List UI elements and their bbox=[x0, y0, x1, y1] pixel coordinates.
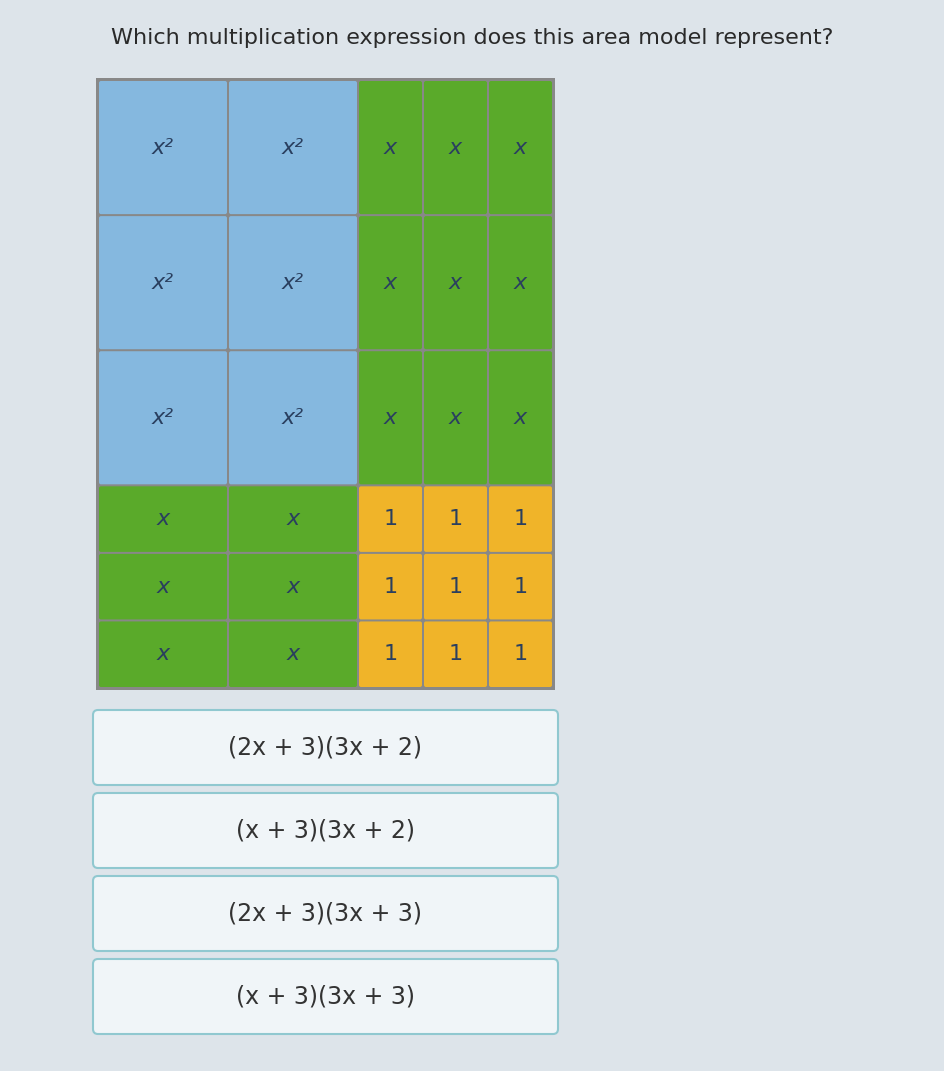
Text: x: x bbox=[384, 137, 397, 157]
FancyBboxPatch shape bbox=[359, 216, 422, 349]
Text: x: x bbox=[286, 509, 299, 529]
Text: x: x bbox=[384, 273, 397, 292]
Text: x²: x² bbox=[282, 273, 304, 292]
Text: Which multiplication expression does this area model represent?: Which multiplication expression does thi… bbox=[110, 28, 834, 48]
FancyBboxPatch shape bbox=[229, 81, 357, 214]
FancyBboxPatch shape bbox=[359, 486, 422, 552]
Text: (2x + 3)(3x + 3): (2x + 3)(3x + 3) bbox=[228, 902, 423, 925]
Text: x: x bbox=[449, 273, 462, 292]
Text: x: x bbox=[384, 408, 397, 427]
FancyBboxPatch shape bbox=[99, 216, 227, 349]
FancyBboxPatch shape bbox=[229, 486, 357, 552]
FancyBboxPatch shape bbox=[359, 351, 422, 484]
Text: x: x bbox=[157, 509, 170, 529]
Text: 1: 1 bbox=[514, 645, 528, 664]
FancyBboxPatch shape bbox=[229, 554, 357, 619]
Text: x: x bbox=[286, 576, 299, 597]
FancyBboxPatch shape bbox=[99, 554, 227, 619]
FancyBboxPatch shape bbox=[359, 621, 422, 687]
Text: x²: x² bbox=[152, 137, 174, 157]
FancyBboxPatch shape bbox=[424, 486, 487, 552]
FancyBboxPatch shape bbox=[229, 621, 357, 687]
FancyBboxPatch shape bbox=[489, 216, 552, 349]
Text: x: x bbox=[157, 645, 170, 664]
FancyBboxPatch shape bbox=[424, 351, 487, 484]
Text: 1: 1 bbox=[383, 645, 397, 664]
Text: 1: 1 bbox=[383, 576, 397, 597]
Text: 1: 1 bbox=[514, 509, 528, 529]
FancyBboxPatch shape bbox=[489, 351, 552, 484]
FancyBboxPatch shape bbox=[93, 959, 558, 1034]
Text: 1: 1 bbox=[514, 576, 528, 597]
Text: x: x bbox=[286, 645, 299, 664]
FancyBboxPatch shape bbox=[489, 81, 552, 214]
Text: 1: 1 bbox=[448, 576, 463, 597]
Text: (x + 3)(3x + 2): (x + 3)(3x + 2) bbox=[236, 818, 415, 843]
Text: (2x + 3)(3x + 2): (2x + 3)(3x + 2) bbox=[228, 736, 423, 759]
FancyBboxPatch shape bbox=[93, 793, 558, 868]
FancyBboxPatch shape bbox=[99, 351, 227, 484]
Text: x: x bbox=[157, 576, 170, 597]
FancyBboxPatch shape bbox=[359, 81, 422, 214]
Text: x²: x² bbox=[152, 273, 174, 292]
FancyBboxPatch shape bbox=[99, 621, 227, 687]
Text: (x + 3)(3x + 3): (x + 3)(3x + 3) bbox=[236, 984, 415, 1009]
FancyBboxPatch shape bbox=[229, 351, 357, 484]
Text: x: x bbox=[514, 408, 527, 427]
Text: 1: 1 bbox=[448, 645, 463, 664]
Text: x: x bbox=[449, 408, 462, 427]
FancyBboxPatch shape bbox=[489, 486, 552, 552]
Text: x: x bbox=[514, 137, 527, 157]
FancyBboxPatch shape bbox=[359, 554, 422, 619]
FancyBboxPatch shape bbox=[99, 486, 227, 552]
FancyBboxPatch shape bbox=[229, 216, 357, 349]
Bar bbox=[96, 78, 555, 690]
FancyBboxPatch shape bbox=[424, 216, 487, 349]
Text: x²: x² bbox=[282, 137, 304, 157]
FancyBboxPatch shape bbox=[93, 876, 558, 951]
Text: x: x bbox=[449, 137, 462, 157]
FancyBboxPatch shape bbox=[424, 554, 487, 619]
Text: 1: 1 bbox=[448, 509, 463, 529]
Text: x²: x² bbox=[152, 408, 174, 427]
Text: x: x bbox=[514, 273, 527, 292]
FancyBboxPatch shape bbox=[424, 81, 487, 214]
Text: 1: 1 bbox=[383, 509, 397, 529]
FancyBboxPatch shape bbox=[424, 621, 487, 687]
Text: x²: x² bbox=[282, 408, 304, 427]
FancyBboxPatch shape bbox=[489, 621, 552, 687]
FancyBboxPatch shape bbox=[489, 554, 552, 619]
FancyBboxPatch shape bbox=[93, 710, 558, 785]
FancyBboxPatch shape bbox=[99, 81, 227, 214]
